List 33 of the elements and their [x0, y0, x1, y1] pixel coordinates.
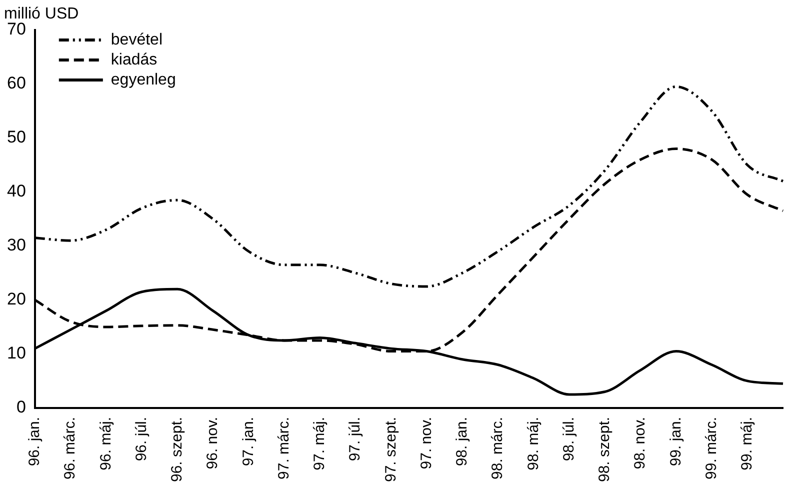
y-tick-label: 20 [6, 290, 26, 309]
y-axis-title: millió USD [4, 5, 79, 22]
y-tick-label: 50 [6, 128, 26, 147]
x-tick-label: 96. máj. [97, 416, 114, 470]
legend-label: bevétel [110, 31, 163, 48]
x-tick-label: 97. júl. [346, 416, 364, 462]
x-tick-label: 98. szept. [596, 416, 614, 482]
x-tick-label: 97. márc. [275, 416, 292, 480]
y-tick-label: 30 [6, 236, 26, 255]
y-tick-label: 70 [6, 20, 26, 39]
y-tick-label: 40 [6, 182, 26, 201]
x-tick-label: 99. márc. [702, 416, 720, 480]
x-tick-label: 97. jan. [240, 416, 257, 466]
x-tick-label: 99. máj. [738, 416, 756, 470]
x-tick-label: 96. júl. [132, 416, 150, 462]
y-tick-label: 10 [6, 344, 26, 363]
x-tick-label: 96. szept. [168, 416, 186, 482]
x-tick-label: 97. máj. [311, 416, 328, 470]
x-tick-label: 96. jan. [26, 416, 44, 466]
x-tick-label: 98. jan. [454, 416, 471, 466]
x-tick-label: 98. márc. [489, 416, 506, 480]
x-tick-label: 99. jan. [667, 416, 684, 466]
x-tick-label: 98. máj. [524, 416, 542, 470]
legend-label: kiadás [110, 51, 158, 68]
y-tick-label: 0 [16, 398, 26, 417]
x-tick-label: 96. nov. [204, 416, 222, 470]
x-tick-label: 96. márc. [62, 416, 79, 480]
x-tick-label: 98. júl. [560, 416, 578, 462]
x-tick-label: 97. nov. [418, 416, 435, 470]
legend-label: egyenleg [110, 71, 176, 88]
x-tick-label: 98. nov. [632, 416, 649, 470]
y-tick-label: 60 [6, 74, 26, 93]
x-tick-label: 97. szept. [382, 416, 400, 482]
